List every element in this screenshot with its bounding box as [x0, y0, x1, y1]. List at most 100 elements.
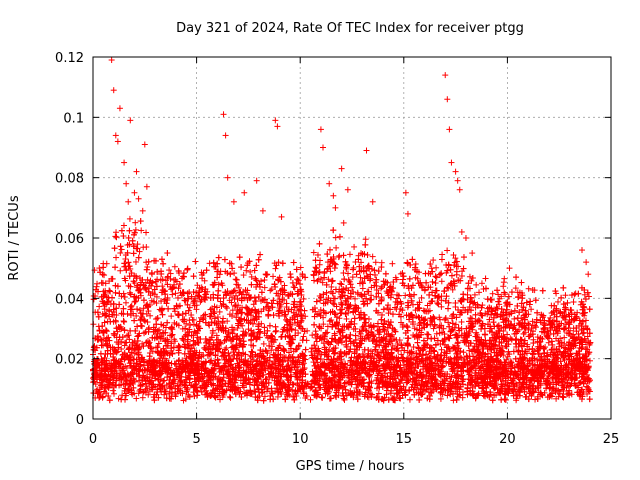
data-point: [445, 285, 452, 292]
data-point: [205, 321, 212, 328]
data-point: [363, 328, 370, 335]
data-point: [111, 390, 118, 397]
data-point: [243, 267, 250, 274]
data-point: [250, 301, 257, 308]
data-point: [493, 304, 500, 311]
data-point: [420, 307, 427, 314]
data-point: [328, 317, 335, 324]
data-point: [295, 307, 302, 314]
data-point: [169, 291, 176, 298]
data-point: [362, 236, 369, 243]
data-point: [140, 244, 147, 251]
data-point: [468, 277, 475, 284]
data-point: [144, 264, 151, 271]
data-point: [332, 261, 339, 268]
data-point: [433, 264, 440, 271]
data-point: [441, 288, 448, 295]
data-point: [310, 272, 317, 279]
data-point: [439, 251, 446, 258]
data-point: [332, 234, 339, 241]
data-point: [126, 215, 133, 222]
data-point: [110, 387, 117, 394]
data-point: [275, 259, 282, 266]
data-point: [438, 278, 445, 285]
data-point: [309, 332, 316, 339]
data-point: [349, 274, 356, 281]
data-point: [479, 302, 486, 309]
data-point: [476, 289, 483, 296]
data-point: [437, 341, 444, 348]
data-point: [528, 306, 535, 313]
data-point: [358, 259, 365, 266]
data-point: [438, 303, 445, 310]
data-point: [103, 260, 110, 267]
data-point: [431, 354, 438, 361]
data-point: [349, 284, 356, 291]
data-point: [295, 322, 302, 329]
data-point: [340, 270, 347, 277]
data-point: [110, 300, 117, 307]
data-point: [107, 288, 114, 295]
data-point: [453, 268, 460, 275]
data-point: [213, 332, 220, 339]
data-point: [273, 327, 280, 334]
data-point: [171, 308, 178, 315]
data-point: [525, 285, 532, 292]
data-point: [124, 310, 131, 317]
data-point: [430, 257, 437, 264]
data-point: [333, 244, 340, 251]
data-point: [261, 284, 268, 291]
data-point: [385, 310, 392, 317]
data-point: [351, 243, 358, 250]
data-point: [240, 272, 247, 279]
data-point: [406, 396, 413, 403]
data-point: [96, 265, 103, 272]
data-point: [226, 393, 233, 400]
data-point: [117, 249, 124, 256]
data-point: [117, 267, 124, 274]
data-point: [270, 273, 277, 280]
data-point: [501, 275, 508, 282]
data-point: [166, 267, 173, 274]
data-point: [249, 307, 256, 314]
data-point: [369, 253, 376, 260]
data-point: [260, 340, 267, 347]
data-point: [261, 393, 268, 400]
data-point: [313, 338, 320, 345]
data-point: [473, 281, 480, 288]
data-point: [180, 397, 187, 404]
data-point: [402, 292, 409, 299]
data-point: [562, 292, 569, 299]
chart-title: Day 321 of 2024, Rate Of TEC Index for r…: [176, 21, 524, 36]
data-point: [504, 331, 511, 338]
data-point: [128, 349, 135, 356]
data-point: [167, 275, 174, 282]
data-point: [466, 347, 473, 354]
data-point: [317, 306, 324, 313]
data-point: [437, 395, 444, 402]
data-point: [132, 258, 139, 265]
data-point: [375, 390, 382, 397]
data-point: [352, 295, 359, 302]
data-point: [449, 286, 456, 293]
data-point: [171, 263, 178, 270]
data-point: [227, 394, 234, 401]
data-point: [226, 353, 233, 360]
data-point: [245, 326, 252, 333]
data-point: [452, 321, 459, 328]
data-point: [288, 306, 295, 313]
data-point: [206, 260, 213, 267]
data-point: [586, 357, 593, 364]
data-point: [247, 268, 254, 275]
data-point: [206, 322, 213, 329]
data-point: [343, 315, 350, 322]
data-point: [444, 392, 451, 399]
data-point: [139, 394, 146, 401]
data-point: [582, 317, 589, 324]
data-point: [511, 315, 518, 322]
data-point: [220, 315, 227, 322]
data-point: [349, 367, 356, 374]
data-point: [489, 290, 496, 297]
data-point: [424, 331, 431, 338]
